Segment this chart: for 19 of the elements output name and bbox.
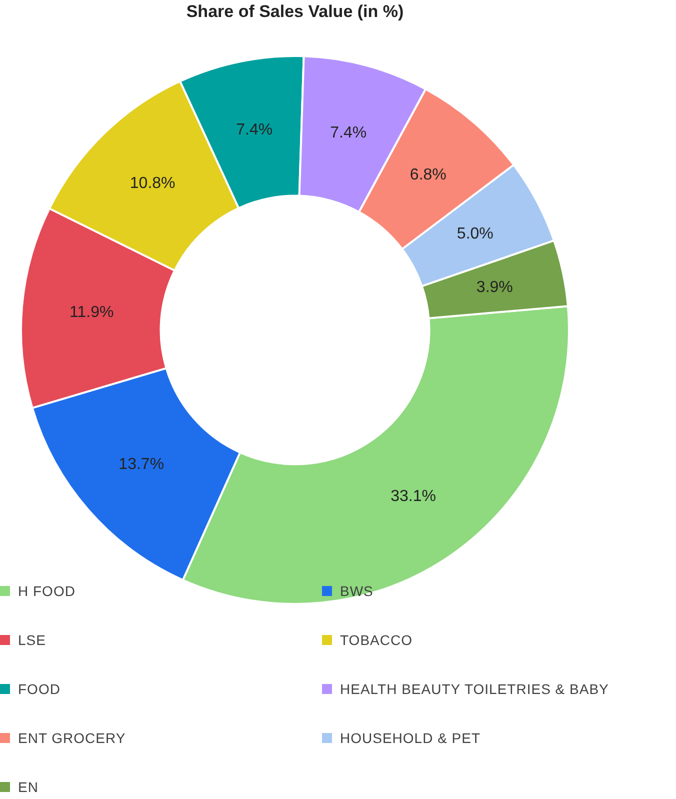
legend-label: EN xyxy=(18,779,38,795)
data-label: 10.8% xyxy=(130,175,176,192)
legend-label: LSE xyxy=(18,632,46,648)
chart-title: Share of Sales Value (in %) xyxy=(185,2,405,22)
data-label: 7.4% xyxy=(236,121,273,138)
data-label: 5.0% xyxy=(456,225,494,242)
legend-label: HOUSEHOLD & PET xyxy=(340,730,481,746)
data-label: 7.4% xyxy=(330,124,367,142)
legend-label: BWS xyxy=(340,583,374,599)
legend-label: FOOD xyxy=(18,681,60,697)
data-label: 33.1% xyxy=(390,488,436,505)
legend-label: HEALTH BEAUTY TOILETRIES & BABY xyxy=(340,681,609,697)
data-label: 6.8% xyxy=(410,166,446,184)
data-label: 11.9% xyxy=(70,304,114,321)
legend-label: ENT GROCERY xyxy=(18,730,126,746)
data-label: 3.9% xyxy=(476,278,513,296)
data-label: 13.7% xyxy=(118,456,164,473)
legend-label: TOBACCO xyxy=(340,632,412,648)
legend-label: H FOOD xyxy=(18,583,76,599)
